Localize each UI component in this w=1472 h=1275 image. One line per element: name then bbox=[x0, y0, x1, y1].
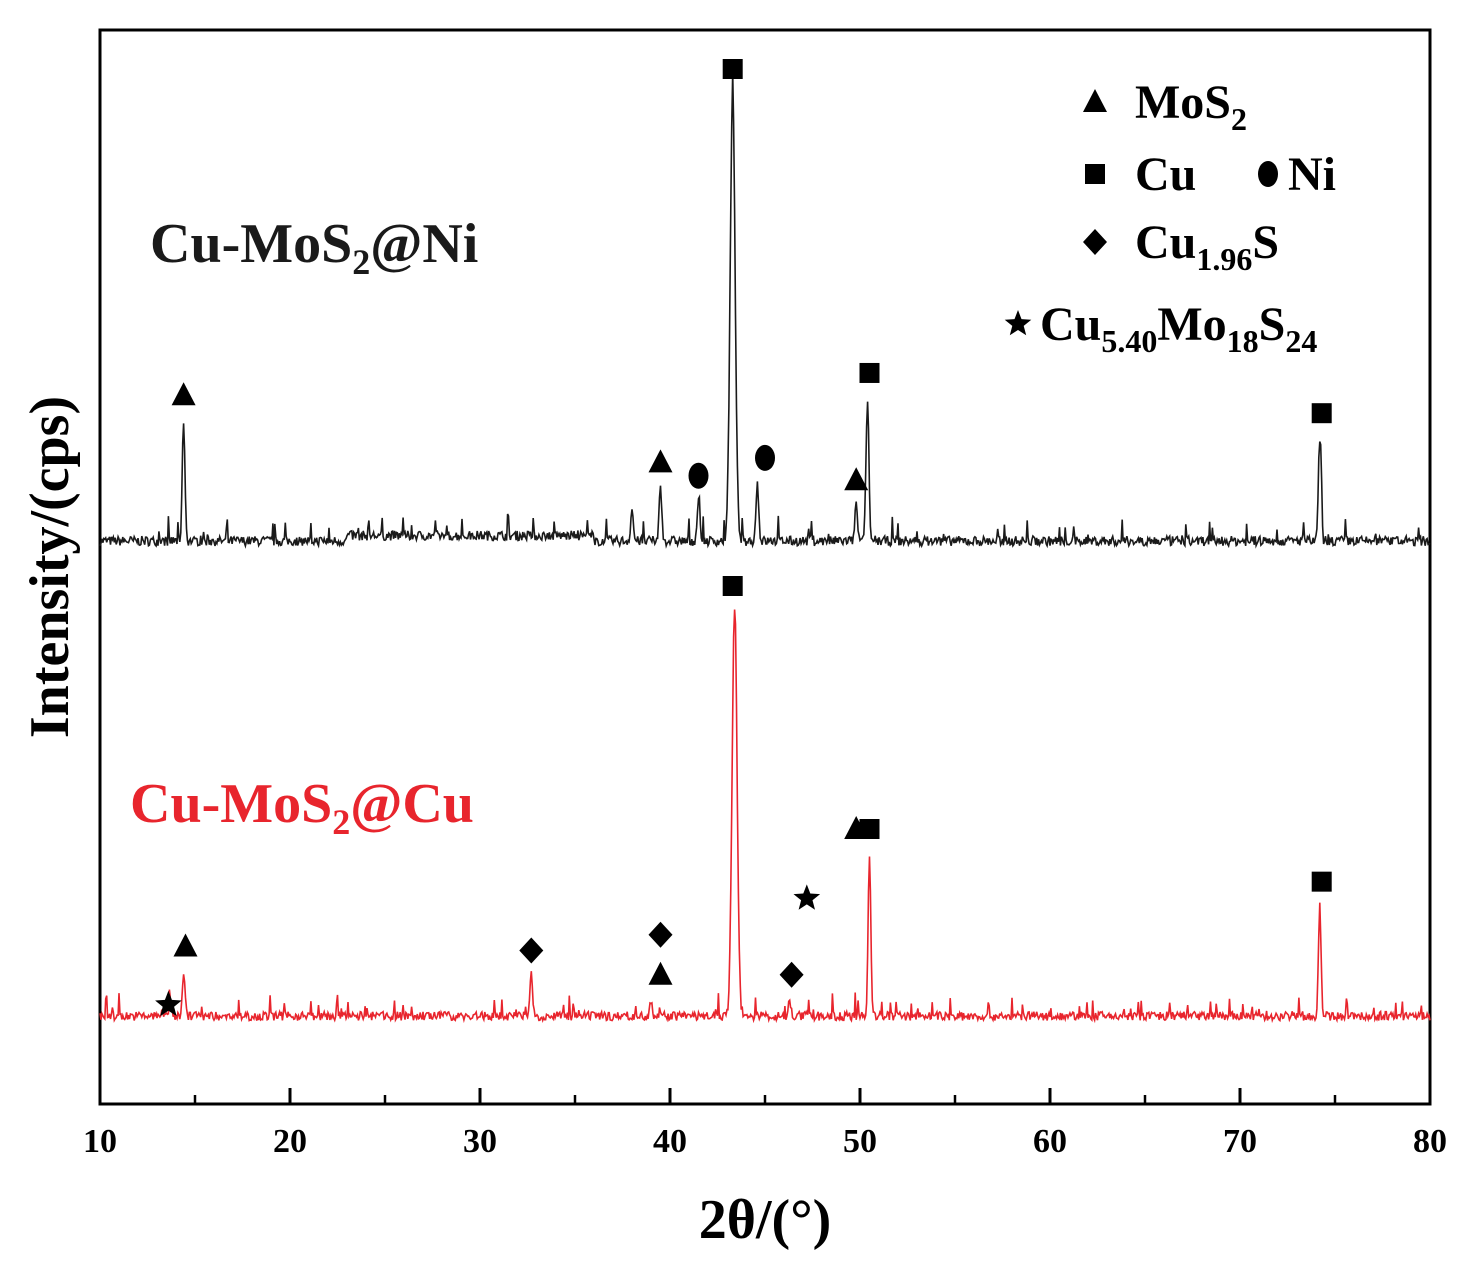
marker-square bbox=[859, 362, 880, 383]
x-tick-label: 40 bbox=[653, 1123, 687, 1160]
marker-square bbox=[722, 59, 743, 79]
legend-label-part: Mo bbox=[1157, 298, 1226, 351]
x-tick-label: 80 bbox=[1413, 1123, 1447, 1160]
x-tick-label: 50 bbox=[843, 1123, 877, 1160]
marker-square bbox=[859, 819, 880, 839]
marker-square bbox=[1311, 871, 1332, 892]
marker-diamond bbox=[779, 961, 804, 988]
series-label-part: 2 bbox=[332, 802, 350, 842]
series-label-part: @Cu bbox=[350, 773, 474, 835]
legend-label-part: 1.96 bbox=[1196, 241, 1252, 277]
phase-markers bbox=[155, 59, 1332, 1017]
series-label-1: Cu-MoS2@Cu bbox=[130, 773, 474, 842]
legend-label-part: Cu bbox=[1135, 216, 1196, 269]
marker-square bbox=[1311, 403, 1332, 424]
x-axis-ticks: 10 20 30 40 50 60 70 80 bbox=[83, 1088, 1447, 1160]
plot-frame bbox=[98, 28, 1432, 1106]
marker-diamond bbox=[519, 937, 544, 964]
series-layer bbox=[99, 72, 1431, 1024]
x-tick-label: 30 bbox=[463, 1123, 497, 1160]
legend-label-3: Cu5.40Mo18S24 bbox=[1040, 298, 1317, 359]
series-line-1 bbox=[99, 609, 1431, 1024]
marker-circle bbox=[755, 444, 775, 471]
marker-triangle bbox=[173, 933, 198, 957]
x-tick-label: 20 bbox=[273, 1123, 307, 1160]
marker-triangle bbox=[171, 382, 196, 406]
legend-label-part: 18 bbox=[1227, 323, 1259, 359]
legend-marker-circle bbox=[1258, 161, 1278, 187]
legend-marker-triangle bbox=[1083, 89, 1107, 112]
legend-label-part: 5.40 bbox=[1101, 323, 1157, 359]
legend-label-part: S bbox=[1259, 298, 1286, 351]
legend-label-part: S bbox=[1252, 216, 1279, 269]
legend-marker-square bbox=[1085, 164, 1105, 184]
series-line-0 bbox=[99, 72, 1431, 549]
legend-label-part: 24 bbox=[1285, 323, 1317, 359]
marker-diamond bbox=[648, 921, 673, 948]
series-label-part: Cu-MoS bbox=[150, 213, 352, 275]
series-label-part: 2 bbox=[352, 242, 370, 282]
legend-marker-star bbox=[1004, 310, 1032, 336]
legend-marker-diamond bbox=[1083, 229, 1107, 255]
marker-star bbox=[155, 990, 182, 1017]
x-tick-label: 70 bbox=[1223, 1123, 1257, 1160]
legend-label-part: Ni bbox=[1288, 148, 1336, 201]
series-label-part: @Ni bbox=[370, 213, 478, 275]
marker-square bbox=[722, 576, 743, 596]
legend-label-part: Cu bbox=[1040, 298, 1101, 351]
legend-label-0: MoS2 bbox=[1135, 76, 1247, 137]
marker-star bbox=[793, 884, 821, 910]
legend-label-2: Cu1.96S bbox=[1135, 216, 1279, 277]
marker-circle bbox=[688, 462, 709, 489]
legend-label-part: Cu bbox=[1135, 148, 1196, 201]
legend-label-part: 2 bbox=[1231, 101, 1247, 137]
legend-label-part: MoS bbox=[1135, 76, 1231, 129]
x-axis-title: 2θ/(°) bbox=[699, 1189, 831, 1251]
marker-triangle bbox=[648, 449, 673, 473]
legend-label-1-b: Ni bbox=[1288, 148, 1336, 201]
legend-label-1: Cu bbox=[1135, 148, 1196, 201]
series-label-0: Cu-MoS2@Ni bbox=[150, 213, 478, 282]
marker-triangle bbox=[844, 467, 869, 491]
marker-triangle bbox=[648, 961, 673, 985]
x-tick-label: 10 bbox=[83, 1123, 117, 1160]
y-axis-title: Intensity/(cps) bbox=[19, 396, 81, 738]
x-tick-label: 60 bbox=[1033, 1123, 1067, 1160]
series-label-part: Cu-MoS bbox=[130, 773, 332, 835]
